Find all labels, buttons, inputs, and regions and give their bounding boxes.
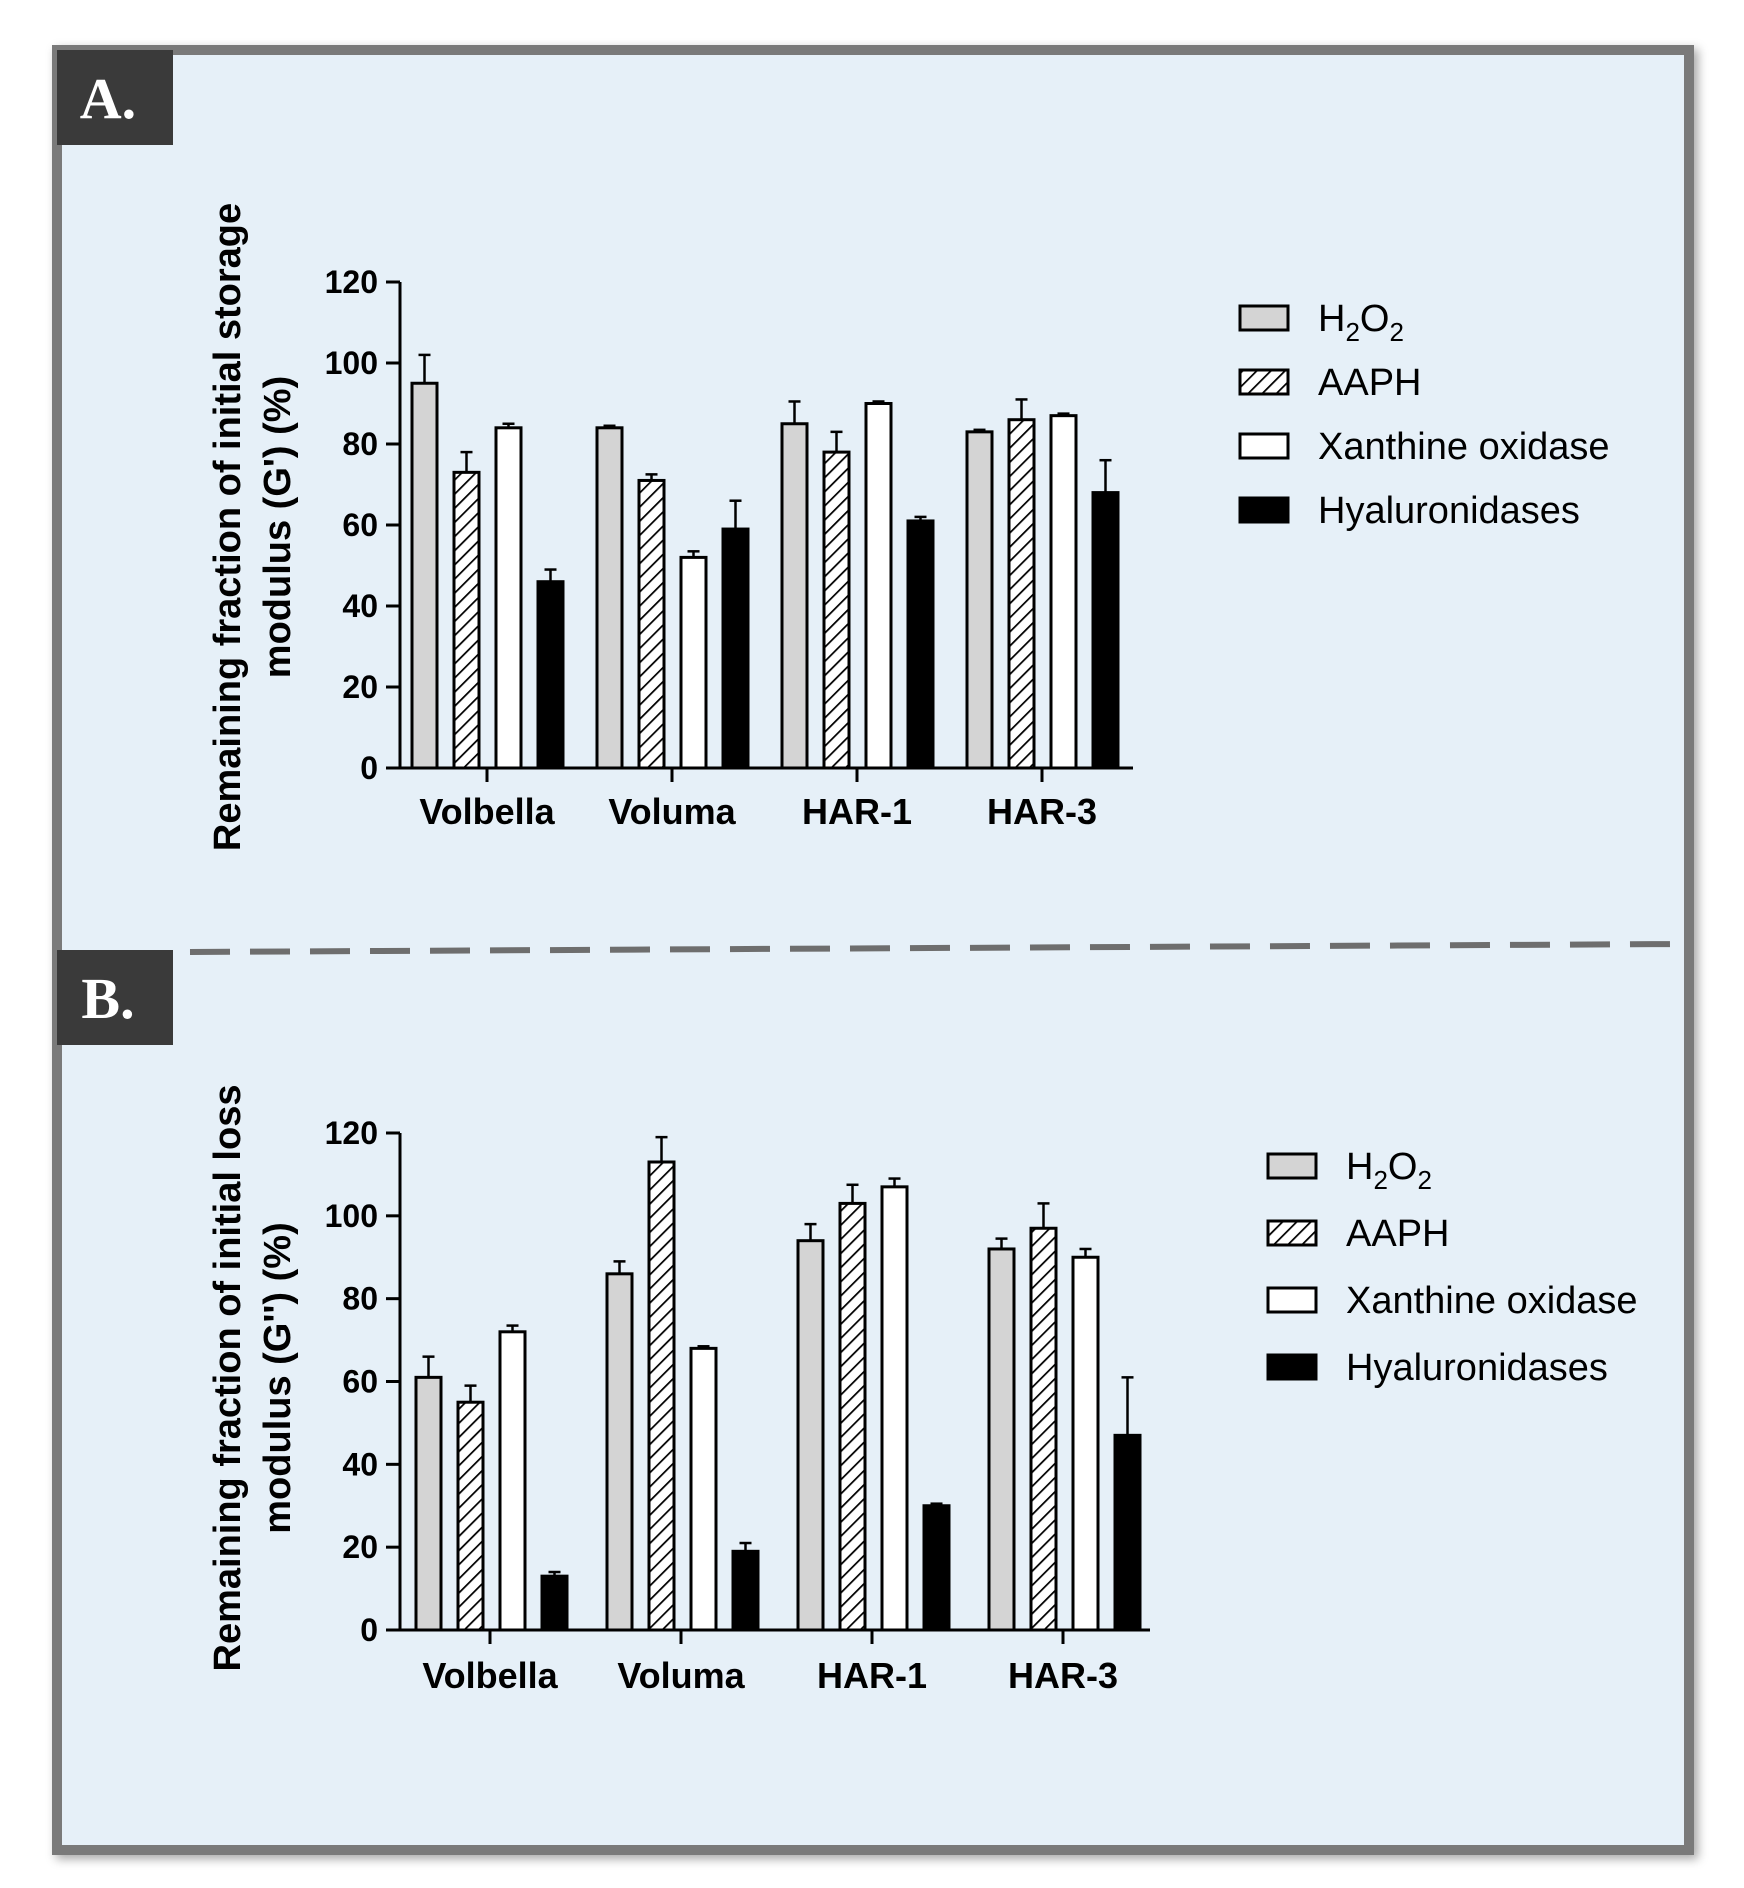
panel-b: B. Remaining fraction of initial loss mo… [57, 950, 1638, 1696]
panel-b-label: B. [81, 966, 134, 1031]
panel-a-bar-h2o2 [780, 422, 809, 770]
panel-b-ytick-label: 120 [325, 1115, 378, 1151]
panel-b-bar-hyaluronidase [540, 1574, 569, 1632]
panel-b-category-label: Voluma [617, 1655, 745, 1696]
panel-b-legend-label-hyaluronidase: Hyaluronidases [1346, 1347, 1608, 1389]
panel-a-bar-hyaluronidase [536, 580, 565, 770]
panel-a-label: A. [80, 66, 136, 131]
panel-a-legend-swatch-hyaluronidase [1238, 496, 1290, 524]
panel-b-legend-swatch-hyaluronidase [1266, 1353, 1318, 1381]
panel-b-bar-xanthine [880, 1185, 909, 1632]
panel-b-bar-aaph [1029, 1226, 1058, 1632]
panel-b-legend-label-aaph: AAPH [1346, 1213, 1449, 1255]
panel-b-category-label: HAR-3 [1008, 1655, 1118, 1696]
panel-a-ytick-label: 120 [325, 264, 378, 300]
panel-b-legend-swatch-aaph [1266, 1219, 1318, 1247]
panel-b-ytick-label: 40 [342, 1446, 378, 1482]
panel-a-ytick-label: 80 [342, 426, 378, 462]
panel-b-legend-label-h2o2: H2O2 [1346, 1146, 1432, 1195]
panel-a-bar-hyaluronidase [721, 527, 750, 770]
panel-a-bar-aaph [452, 470, 481, 770]
panel-b-ylabel-line2: modulus (G'') (%) [257, 1222, 299, 1533]
panel-a-ytick-label: 60 [342, 507, 378, 543]
panel-b-bar-hyaluronidase [922, 1504, 951, 1632]
panel-a-ylabel-line1: Remaining fraction of initial storage [207, 203, 249, 851]
panel-a-ytick-label: 100 [325, 345, 378, 381]
panel-b-label-box [57, 950, 173, 1045]
panel-a-ytick-label: 20 [342, 669, 378, 705]
panel-b-bar-h2o2 [605, 1272, 634, 1632]
panel-a-bar-hyaluronidase [906, 519, 935, 770]
panel-a: A. Remaining fraction of initial storage… [57, 50, 1610, 851]
panel-a-ylabel: Remaining fraction of initial storage mo… [207, 203, 299, 851]
panel-divider [189, 941, 1685, 955]
panel-b-bar-h2o2 [414, 1375, 443, 1632]
panel-a-legend-swatch-h2o2 [1238, 304, 1290, 332]
panel-b-bar-h2o2 [987, 1247, 1016, 1632]
panel-a-legend-label-h2o2: H2O2 [1318, 298, 1404, 347]
panel-b-category-label: Volbella [422, 1655, 558, 1696]
panel-b-bar-xanthine [498, 1330, 527, 1632]
panel-b-ytick-label: 80 [342, 1281, 378, 1317]
panel-a-bar-hyaluronidase [1091, 491, 1120, 770]
panel-b-legend-swatch-h2o2 [1266, 1152, 1318, 1180]
panel-a-label-box [57, 50, 173, 145]
panel-b-ylabel-line1: Remaining fraction of initial loss [207, 1085, 249, 1672]
panel-b-legend: H2O2 AAPH Xanthine oxidase Hyaluronidases [1266, 1146, 1638, 1389]
panel-a-legend-label-aaph: AAPH [1318, 362, 1421, 404]
panel-b-bar-hyaluronidase [1113, 1433, 1142, 1632]
panel-a-bar-xanthine [864, 402, 893, 770]
panel-b-bar-h2o2 [796, 1239, 825, 1632]
panel-b-ytick-label: 100 [325, 1198, 378, 1234]
panel-a-bar-h2o2 [410, 381, 439, 770]
panel-b-bar-aaph [647, 1160, 676, 1632]
panel-a-legend-label-hyaluronidase: Hyaluronidases [1318, 490, 1580, 532]
panel-b-bar-aaph [838, 1201, 867, 1632]
panel-a-bar-aaph [822, 450, 851, 770]
panel-a-category-label: Volbella [419, 791, 555, 832]
panel-b-ytick-label: 20 [342, 1529, 378, 1565]
panel-b-legend-label-xanthine: Xanthine oxidase [1346, 1280, 1638, 1322]
panel-a-bar-h2o2 [965, 430, 994, 770]
panel-a-chart: 0 20 40 60 80 100 120 Volbella Voluma HAR-1 HAR-3 [325, 264, 1133, 832]
panel-a-bar-h2o2 [595, 426, 624, 770]
panel-a-category-label: Voluma [608, 791, 736, 832]
panel-b-chart: 0 20 40 60 80 100 120 Volbella Voluma HAR-1 HAR-3 [325, 1115, 1150, 1696]
panel-b-bar-xanthine [1071, 1255, 1100, 1632]
panel-b-legend-swatch-xanthine [1266, 1286, 1318, 1314]
panel-a-bar-xanthine [1049, 414, 1078, 770]
panel-a-category-label: HAR-3 [987, 791, 1097, 832]
panel-a-category-label: HAR-1 [802, 791, 912, 832]
panel-b-bar-hyaluronidase [731, 1549, 760, 1632]
panel-b-bar-aaph [456, 1400, 485, 1632]
panel-a-ytick-label: 40 [342, 588, 378, 624]
panel-a-legend-label-xanthine: Xanthine oxidase [1318, 426, 1610, 468]
panel-b-ytick-label: 60 [342, 1364, 378, 1400]
panel-b-category-label: HAR-1 [817, 1655, 927, 1696]
panel-a-legend: H2O2 AAPH Xanthine oxidase Hyaluronidases [1238, 298, 1610, 532]
panel-a-bar-xanthine [494, 426, 523, 770]
panel-a-bar-xanthine [679, 555, 708, 770]
panel-a-legend-swatch-xanthine [1238, 432, 1290, 460]
panel-b-ylabel: Remaining fraction of initial loss modul… [207, 1085, 299, 1672]
panel-a-ylabel-line2: modulus (G') (%) [257, 376, 299, 678]
panel-a-bar-aaph [637, 478, 666, 770]
panel-a-bar-aaph [1007, 418, 1036, 770]
panel-b-ytick-label: 0 [360, 1612, 378, 1648]
panel-a-ytick-label: 0 [360, 750, 378, 786]
panel-b-bar-xanthine [689, 1346, 718, 1632]
panel-a-legend-swatch-aaph [1238, 368, 1290, 396]
